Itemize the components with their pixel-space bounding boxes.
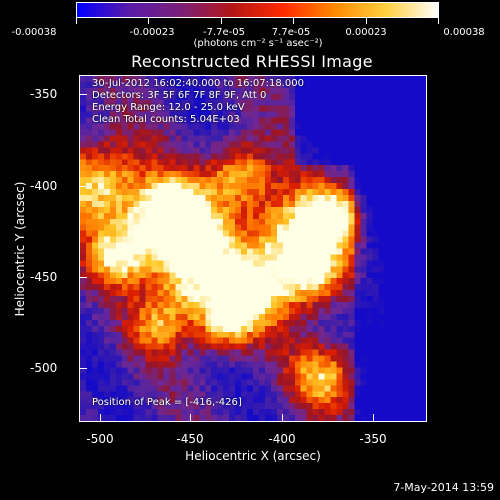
- colorbar-tick: [438, 18, 439, 24]
- x-tick-label: -500: [86, 432, 114, 446]
- plot-title: Reconstructed RHESSI Image: [131, 52, 373, 71]
- colorbar: [76, 2, 439, 18]
- colorbar-tick: [76, 18, 77, 24]
- x-axis-label: Heliocentric X (arcsec): [185, 449, 321, 463]
- info-total-counts: Clean Total counts: 5.04E+03: [92, 114, 240, 125]
- timestamp: 7-May-2014 13:59: [393, 481, 494, 494]
- rhessi-image: [80, 76, 426, 421]
- colorbar-label: -0.00023: [129, 27, 175, 38]
- x-tick-mark: [190, 414, 191, 422]
- y-tick-mark: [79, 186, 87, 187]
- colorbar-units: (photons cm⁻² s⁻¹ asec⁻²): [193, 38, 323, 49]
- info-energy-range: Energy Range: 12.0 - 25.0 keV: [92, 102, 245, 113]
- info-time-range: 30-Jul-2012 16:02:40.000 to 16:07:18.000: [92, 78, 304, 89]
- colorbar-label: 0.00038: [443, 27, 485, 38]
- y-tick-mark: [79, 277, 87, 278]
- info-detectors: Detectors: 3F 5F 6F 7F 8F 9F, Att 0: [92, 90, 267, 101]
- colorbar-tick: [221, 18, 222, 24]
- x-tick-label: -350: [359, 432, 387, 446]
- x-tick-mark: [100, 414, 101, 422]
- x-tick-label: -450: [176, 432, 204, 446]
- y-tick-mark: [79, 368, 87, 369]
- y-tick-label: -350: [30, 87, 58, 101]
- colorbar-label: -7.7e-05: [203, 27, 245, 38]
- peak-position: Position of Peak = [-416,-426]: [92, 397, 242, 408]
- y-tick-label: -400: [30, 179, 58, 193]
- colorbar-label: -0.00038: [11, 27, 57, 38]
- x-tick-mark: [282, 414, 283, 422]
- colorbar-tick: [366, 18, 367, 24]
- x-tick-mark: [373, 414, 374, 422]
- colorbar-tick: [148, 18, 149, 24]
- y-axis-label: Heliocentric Y (arcsec): [13, 181, 27, 317]
- y-tick-mark: [79, 94, 87, 95]
- image-plot-area: [79, 75, 427, 422]
- colorbar-label: 7.7e-05: [271, 27, 311, 38]
- y-tick-label: -450: [30, 270, 58, 284]
- colorbar-tick: [293, 18, 294, 24]
- colorbar-label: 0.00023: [345, 27, 387, 38]
- x-tick-label: -400: [268, 432, 296, 446]
- y-tick-label: -500: [30, 361, 58, 375]
